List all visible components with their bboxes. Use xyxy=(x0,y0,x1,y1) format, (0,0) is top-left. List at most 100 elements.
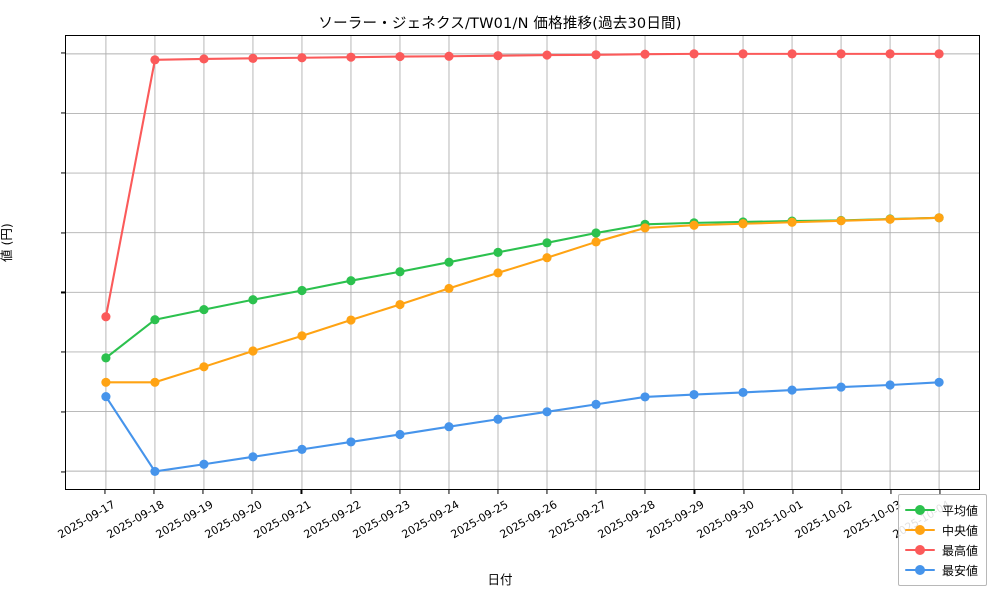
data-point xyxy=(297,444,307,454)
data-point xyxy=(346,437,356,447)
legend-item-4[interactable]: 最安値 xyxy=(904,560,978,580)
y-axis-tick-mark xyxy=(61,52,65,54)
y-axis-tick-mark xyxy=(61,411,65,413)
legend-label: 最高値 xyxy=(941,543,978,558)
data-point xyxy=(787,49,797,59)
data-point xyxy=(248,346,258,356)
y-axis-tick-mark xyxy=(61,232,65,234)
data-point xyxy=(199,305,209,315)
data-point xyxy=(297,285,307,296)
legend-label: 中央値 xyxy=(941,523,978,538)
data-point xyxy=(444,51,454,61)
data-point xyxy=(101,312,111,322)
data-point xyxy=(689,220,699,230)
x-axis-tick-mark xyxy=(841,490,843,494)
data-point xyxy=(395,51,405,62)
chart-legend[interactable]: 平均値中央値最高値最安値 xyxy=(897,494,987,586)
y-axis-tick-mark xyxy=(61,291,65,293)
data-point xyxy=(493,247,503,257)
data-point xyxy=(738,387,748,398)
series-line xyxy=(104,381,941,473)
legend-dot xyxy=(914,565,925,575)
data-point xyxy=(591,50,601,60)
data-point xyxy=(346,315,356,325)
data-point xyxy=(885,49,895,59)
data-point xyxy=(640,223,650,233)
x-axis-tick-mark xyxy=(939,490,941,494)
series-line xyxy=(104,52,941,318)
x-axis-tick-mark xyxy=(153,490,155,494)
y-axis-label: 値 (円) xyxy=(0,223,14,262)
data-point xyxy=(640,49,650,59)
data-point xyxy=(542,253,552,263)
legend-dot xyxy=(914,525,925,535)
legend-marker-icon xyxy=(904,503,935,517)
data-point xyxy=(444,257,454,267)
data-point xyxy=(199,54,209,64)
x-axis-tick-mark xyxy=(399,490,401,494)
data-point xyxy=(591,237,601,247)
data-point xyxy=(297,53,307,63)
data-point xyxy=(689,49,699,59)
x-axis-tick-mark xyxy=(251,490,253,494)
x-axis-tick-mark xyxy=(300,490,303,494)
data-point xyxy=(150,466,160,476)
data-point xyxy=(934,49,944,59)
legend-item-1[interactable]: 平均値 xyxy=(904,500,978,520)
legend-marker-icon xyxy=(904,523,935,537)
y-axis-tick-mark xyxy=(61,471,65,473)
x-axis-tick-mark xyxy=(202,490,204,494)
data-point xyxy=(836,216,846,226)
data-point xyxy=(395,429,405,440)
data-point xyxy=(444,422,454,432)
data-point xyxy=(346,276,356,286)
x-axis-tick-mark xyxy=(350,490,352,494)
legend-item-2[interactable]: 中央値 xyxy=(904,520,978,540)
data-point xyxy=(542,50,552,60)
data-point xyxy=(101,353,111,363)
series-line xyxy=(104,216,941,359)
data-point xyxy=(346,52,356,62)
data-point xyxy=(248,452,258,462)
data-point xyxy=(591,228,601,238)
data-point xyxy=(836,382,846,392)
data-point xyxy=(493,51,503,61)
data-point xyxy=(248,53,258,63)
data-point xyxy=(493,268,503,278)
data-point xyxy=(199,362,209,372)
series-line xyxy=(104,216,941,384)
chart-title: ソーラー・ジェネクス/TW01/N 価格推移(過去30日間) xyxy=(318,16,682,32)
data-point xyxy=(738,219,748,229)
data-point xyxy=(248,295,258,305)
data-point xyxy=(395,267,405,277)
data-point xyxy=(689,389,699,400)
data-point xyxy=(885,380,895,390)
data-point xyxy=(542,407,552,417)
legend-label: 平均値 xyxy=(941,503,978,518)
data-point xyxy=(591,399,601,409)
data-point xyxy=(787,217,797,227)
data-point xyxy=(150,315,160,325)
plot-area xyxy=(65,35,980,490)
grid-lines xyxy=(66,36,979,489)
x-axis-tick-mark xyxy=(104,490,106,494)
data-point xyxy=(493,414,503,424)
legend-label: 最安値 xyxy=(941,563,978,578)
data-point xyxy=(738,49,748,59)
data-point xyxy=(150,55,160,65)
data-point xyxy=(934,213,944,223)
legend-dot xyxy=(914,505,925,515)
y-axis-tick-mark xyxy=(61,351,65,353)
data-point xyxy=(199,459,209,469)
x-axis-tick-mark xyxy=(693,490,695,494)
x-axis-tick-mark xyxy=(890,490,892,494)
data-point xyxy=(787,385,797,395)
data-series-layer xyxy=(101,49,944,476)
series-4 xyxy=(101,377,944,476)
series-3 xyxy=(101,49,944,322)
series-1 xyxy=(101,213,944,363)
legend-marker-icon xyxy=(904,543,935,557)
data-point xyxy=(542,238,552,248)
legend-item-3[interactable]: 最高値 xyxy=(904,540,978,560)
